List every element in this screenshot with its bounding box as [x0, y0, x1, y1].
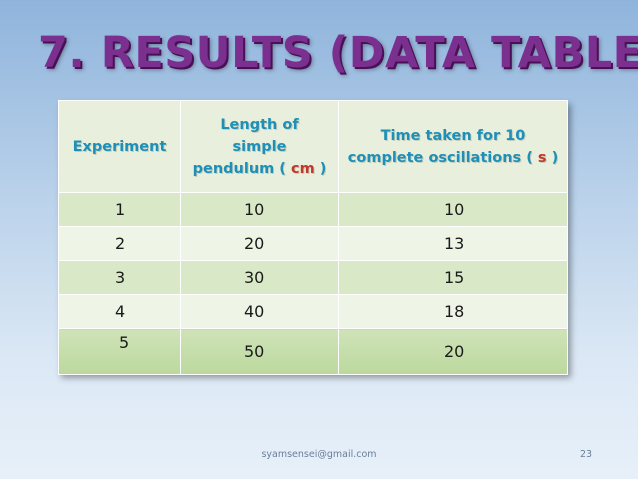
table-row: 3 30 15 — [58, 260, 568, 295]
header-length: Length of simple pendulum ( cm ) — [180, 100, 339, 193]
page-number: 23 — [580, 449, 593, 460]
cell-experiment: 4 — [58, 294, 181, 329]
header-experiment: Experiment — [58, 100, 181, 193]
cell-time: 10 — [338, 192, 568, 227]
table-row: 5 50 20 — [58, 328, 568, 375]
cell-time: 13 — [338, 226, 568, 261]
header-time-close: ) — [546, 149, 559, 166]
table-row: 2 20 13 — [58, 226, 568, 261]
cell-length: 30 — [180, 260, 339, 295]
cell-time: 20 — [338, 328, 568, 375]
header-length-line2: simple — [232, 138, 287, 155]
header-length-line1: Length of — [220, 116, 299, 133]
header-experiment-label: Experiment — [72, 138, 167, 155]
cell-length: 50 — [180, 328, 339, 375]
header-length-line3: pendulum ( — [192, 160, 291, 177]
footer-email: syamsensei@gmail.com — [261, 449, 377, 460]
header-time-line1: Time taken for 10 — [380, 127, 526, 144]
table-row: 4 40 18 — [58, 294, 568, 329]
header-time-unit: s — [537, 149, 547, 166]
cell-length: 40 — [180, 294, 339, 329]
table-header-row: Experiment Length of simple pendulum ( c… — [58, 100, 568, 193]
cell-experiment: 1 — [58, 192, 181, 227]
cell-experiment: 2 — [58, 226, 181, 261]
header-length-close: ) — [314, 160, 327, 177]
cell-experiment: 5 — [58, 328, 181, 375]
header-time: Time taken for 10 complete oscillations … — [338, 100, 568, 193]
cell-length: 10 — [180, 192, 339, 227]
results-data-table: Experiment Length of simple pendulum ( c… — [58, 100, 568, 375]
slide-title: 7. RESULTS (DATA TABLE) — [38, 28, 638, 78]
cell-time: 15 — [338, 260, 568, 295]
cell-time: 18 — [338, 294, 568, 329]
header-time-line2: complete oscillations ( — [347, 149, 538, 166]
header-length-unit: cm — [290, 160, 315, 177]
results-table-container: Experiment Length of simple pendulum ( c… — [58, 100, 568, 375]
table-row: 1 10 10 — [58, 192, 568, 227]
cell-experiment: 3 — [58, 260, 181, 295]
cell-length: 20 — [180, 226, 339, 261]
